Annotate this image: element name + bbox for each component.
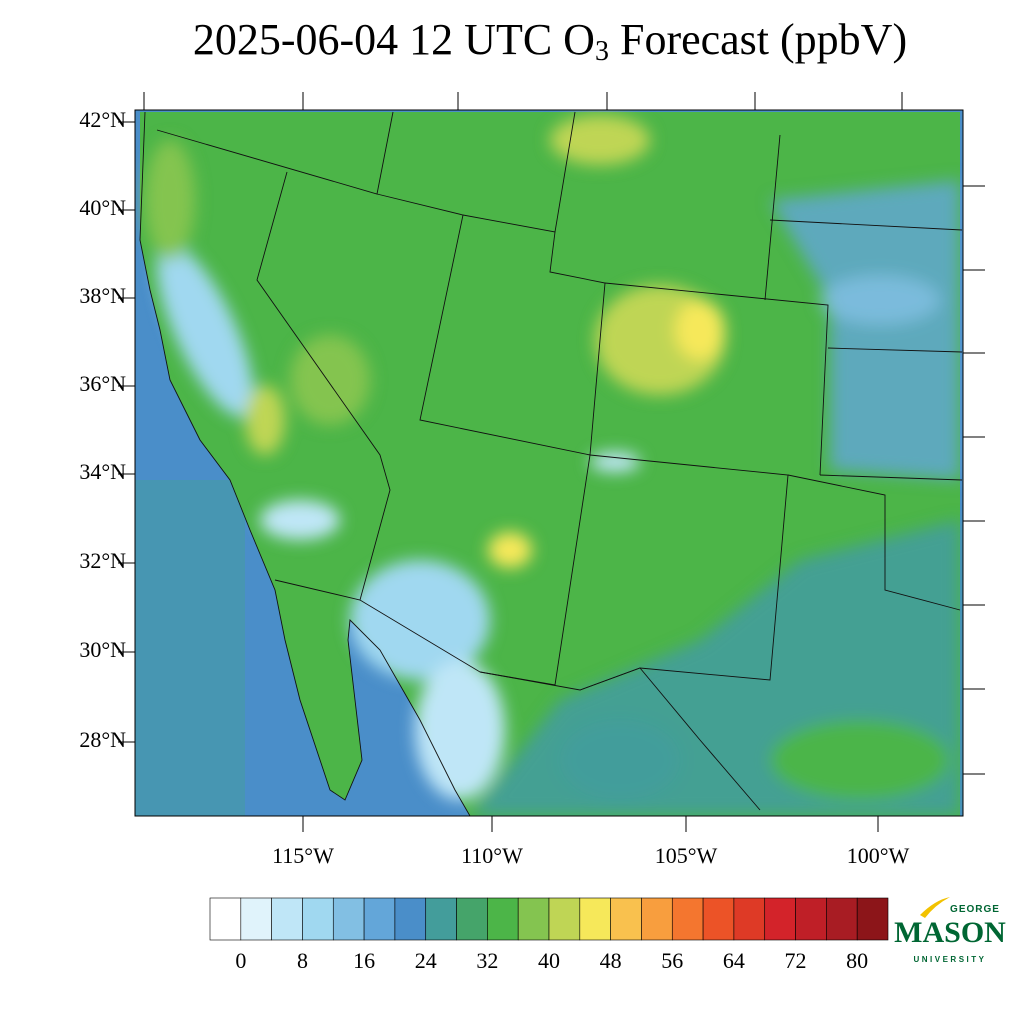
colorbar-box (610, 897, 642, 941)
colorbar-box (332, 897, 365, 941)
colorbar-box (702, 897, 735, 941)
logo-swoosh (920, 897, 950, 918)
lat-label: 32°N (79, 548, 126, 573)
colorbar-box (209, 897, 242, 941)
logo: GEORGE MASON UNIVERSITY (894, 897, 1006, 964)
lat-label: 38°N (79, 283, 126, 308)
colorbar-box (240, 897, 272, 941)
colorbar-label: 40 (538, 948, 560, 973)
logo-bottom: UNIVERSITY (913, 955, 986, 964)
colorbar-label: 0 (235, 948, 246, 973)
colorbar-box (302, 897, 334, 941)
lat-label: 36°N (79, 371, 126, 396)
colorbar-box (764, 897, 796, 941)
map-field (135, 110, 963, 816)
lon-label: 105°W (655, 843, 718, 868)
lat-label: 42°N (79, 107, 126, 132)
colorbar-label: 8 (297, 948, 308, 973)
colorbar-label: 16 (353, 948, 375, 973)
colorbar-label: 64 (723, 948, 745, 973)
lon-label: 115°W (272, 843, 334, 868)
colorbar-box (548, 897, 581, 941)
lat-label: 30°N (79, 637, 126, 662)
colorbar-label: 24 (415, 948, 437, 973)
colorbar-box (517, 897, 550, 941)
colorbar-label: 72 (785, 948, 807, 973)
colorbar-box (826, 897, 858, 941)
colorbar-box (641, 897, 673, 941)
colorbar-label: 48 (600, 948, 622, 973)
colorbar-box (671, 897, 704, 941)
axes: 42°N 40°N 38°N 36°N 34°N 32°N 30°N 28°N 115°W 110… (79, 92, 985, 868)
colorbar-box (456, 897, 488, 941)
logo-top: GEORGE (950, 904, 1000, 915)
ocean-teal (135, 480, 245, 816)
colorbar-box (425, 897, 457, 941)
colorbar-box (795, 897, 827, 941)
logo-name: MASON (894, 916, 1006, 949)
lat-label: 28°N (79, 727, 126, 752)
borders (139, 111, 963, 816)
colorbar: 0 8 16 24 32 40 48 56 64 72 80 (209, 897, 889, 973)
colorbar-box (394, 897, 427, 941)
lon-label: 110°W (461, 843, 523, 868)
lon-label: 100°W (847, 843, 910, 868)
lat-label: 40°N (79, 195, 126, 220)
colorbar-box (487, 897, 519, 941)
shading (145, 115, 960, 816)
colorbar-box (363, 897, 396, 941)
colorbar-label: 32 (476, 948, 498, 973)
colorbar-box (856, 897, 889, 941)
colorbar-box (579, 897, 611, 941)
colorbar-box (271, 897, 303, 941)
colorbar-box (733, 897, 766, 941)
lat-label: 34°N (79, 459, 126, 484)
colorbar-label: 56 (661, 948, 683, 973)
title: 2025-06-04 12 UTC O3 Forecast (ppbV) (193, 15, 907, 67)
map-frame (134, 109, 964, 817)
colorbar-label: 80 (846, 948, 868, 973)
